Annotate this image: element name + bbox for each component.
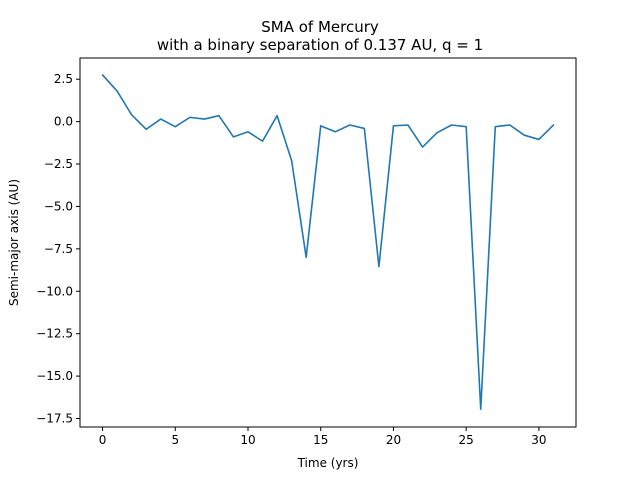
x-tick-label: 0: [99, 433, 107, 447]
series-layer: [101, 74, 555, 410]
y-tick-label: −17.5: [36, 412, 73, 426]
x-tick-label: 15: [313, 433, 328, 447]
y-tick-label: −7.5: [44, 242, 73, 256]
x-tick-label: 10: [240, 433, 255, 447]
y-axis-label: Semi-major axis (AU): [7, 179, 21, 306]
y-tick-label: −12.5: [36, 327, 73, 341]
y-tick-label: 0.0: [54, 115, 73, 129]
y-tick-label: −15.0: [36, 369, 73, 383]
y-tick-label: −2.5: [44, 157, 73, 171]
x-axis-ticks: 0 5 10 15 20 25 30: [99, 427, 547, 447]
y-tick-label: −10.0: [36, 284, 73, 298]
plot-frame: [79, 57, 577, 428]
plot-area: [80, 58, 576, 427]
chart-title: SMA of Mercury: [261, 18, 379, 36]
x-tick-label: 5: [171, 433, 179, 447]
series-line-0: [101, 74, 555, 410]
x-tick-label: 30: [531, 433, 546, 447]
x-axis-label: Time (yrs): [297, 456, 359, 470]
y-tick-label: −5.0: [44, 199, 73, 213]
y-tick-label: 2.5: [54, 72, 73, 86]
x-tick-label: 20: [386, 433, 401, 447]
x-tick-label: 25: [459, 433, 474, 447]
y-axis-ticks: 2.5 0.0 −2.5 −5.0 −7.5 −10.0 −12.5 −15.0 −17.5: [36, 72, 80, 426]
chart-subtitle: with a binary separation of 0.137 AU, q …: [157, 36, 483, 54]
